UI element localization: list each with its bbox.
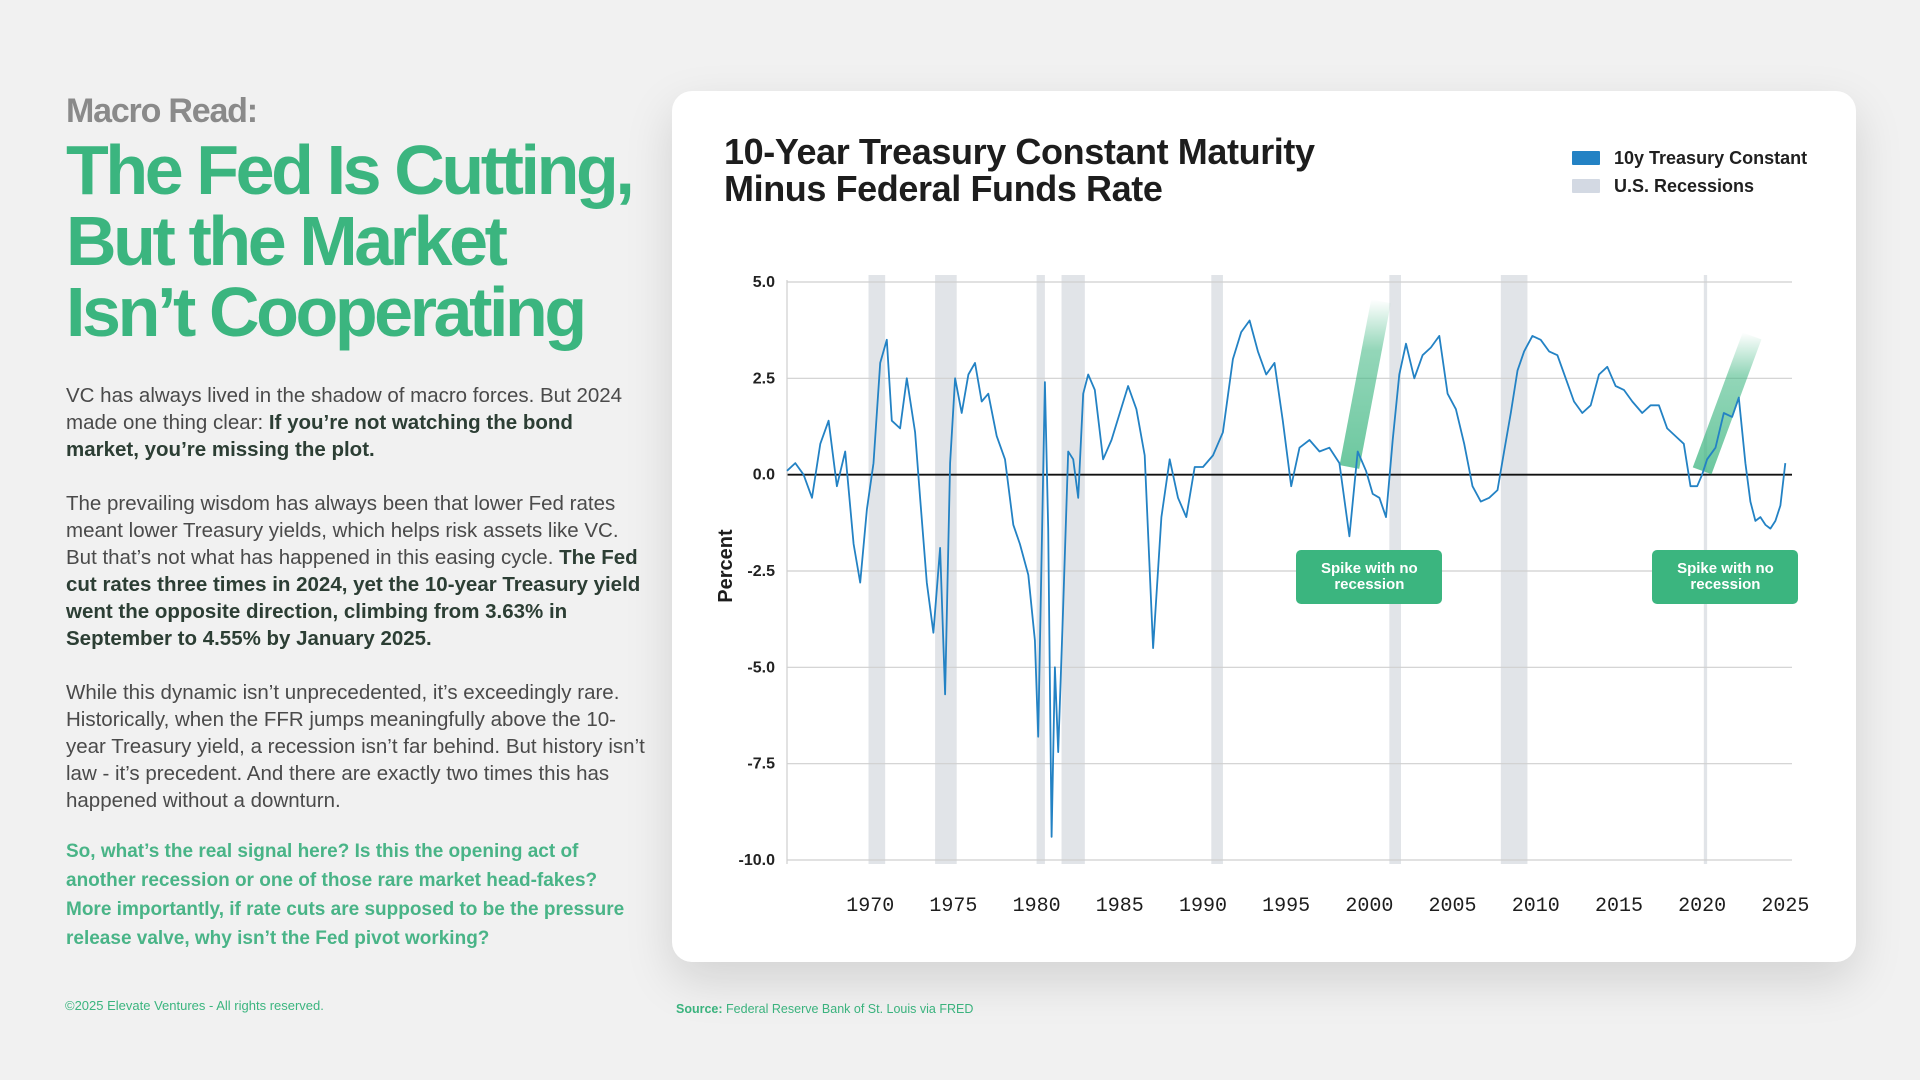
x-tick-label: 1990 [1179,895,1227,918]
chart-title: 10-Year Treasury Constant Maturity Minus… [724,133,1315,207]
paragraph-2-text: The prevailing wisdom has always been th… [66,492,619,569]
legend-label-recessions: U.S. Recessions [1614,175,1755,196]
x-tick-label: 1980 [1013,895,1061,918]
source-label: Source: [676,1002,723,1016]
recession-band [1500,275,1528,864]
y-tick-label: -10.0 [739,852,776,869]
legend-swatch-recessions [1572,179,1600,193]
y-tick-label: -7.5 [747,756,775,773]
text-panel: Macro Read: The Fed Is Cutting, But the … [66,92,646,953]
annotation-callout: Spike with no recession [1296,549,1443,604]
x-tick-label: 1975 [929,895,977,918]
series-line [786,319,1787,838]
body-text: VC has always lived in the shadow of mac… [66,382,646,953]
source-text: Federal Reserve Bank of St. Louis via FR… [726,1002,974,1016]
recession-band [1211,275,1223,864]
spike-highlight [1339,299,1391,469]
chart-card: 10-Year Treasury Constant Maturity Minus… [672,91,1856,962]
y-axis-label: Percent [715,529,737,603]
recession-band [868,275,886,864]
x-tick-label: 2025 [1761,895,1809,918]
headline: The Fed Is Cutting, But the Market Isn’t… [66,135,646,348]
paragraph-1-emphasis: If you’re not watching the bond market, … [66,411,573,461]
chart-legend: 10y Treasury Constant U.S. Recessions [1572,144,1807,200]
copyright: ©2025 Elevate Ventures - All rights rese… [65,998,324,1013]
paragraph-1-text: VC has always lived in the shadow of mac… [66,384,623,434]
recession-band [935,275,957,864]
headline-line: But the Market [66,202,508,280]
spike-highlight [1692,332,1762,475]
x-tick-label: 2015 [1595,895,1643,918]
closing-question: So, what’s the real signal here? Is this… [66,841,625,949]
x-tick-label: 2020 [1678,895,1726,918]
y-tick-label: 0.0 [753,467,775,484]
y-tick-label: -2.5 [747,563,775,580]
chart-title-line: Minus Federal Funds Rate [724,168,1163,209]
legend-label-series: 10y Treasury Constant [1614,147,1808,168]
paragraph-1: VC has always lived in the shadow of mac… [66,382,646,463]
kicker: Macro Read: [66,92,258,130]
paragraph-2-emphasis: The Fed cut rates three times in 2024, y… [66,546,641,650]
x-tick-label: 2005 [1429,895,1477,918]
x-tick-label: 2000 [1345,895,1393,918]
chart-title-line: 10-Year Treasury Constant Maturity [724,131,1315,172]
y-tick-label: 5.0 [753,274,775,291]
legend-item-series: 10y Treasury Constant [1572,144,1807,172]
annotation-callout: Spike with no recession [1652,549,1799,604]
x-tick-label: 1970 [846,895,894,918]
source-note: Source: Federal Reserve Bank of St. Loui… [676,1002,973,1016]
paragraph-3: While this dynamic isn’t unprecedented, … [66,681,645,812]
x-tick-label: 1985 [1096,895,1144,918]
paragraph-2: The prevailing wisdom has always been th… [66,490,646,652]
line-chart: 5.0 2.5 0.0 -2.5 -5.0 -7.5 -10.0 1970 1975 1980 19… [715,274,1809,918]
legend-swatch-series [1572,151,1600,165]
x-tick-label: 2010 [1512,895,1560,918]
headline-line: The Fed Is Cutting, [66,131,635,209]
y-tick-label: 2.5 [753,370,775,387]
legend-item-recessions: U.S. Recessions [1572,172,1807,200]
headline-line: Isn’t Cooperating [66,273,587,351]
recession-band [1061,275,1085,864]
x-tick-label: 1995 [1262,895,1310,918]
y-tick-label: -5.0 [747,659,775,676]
